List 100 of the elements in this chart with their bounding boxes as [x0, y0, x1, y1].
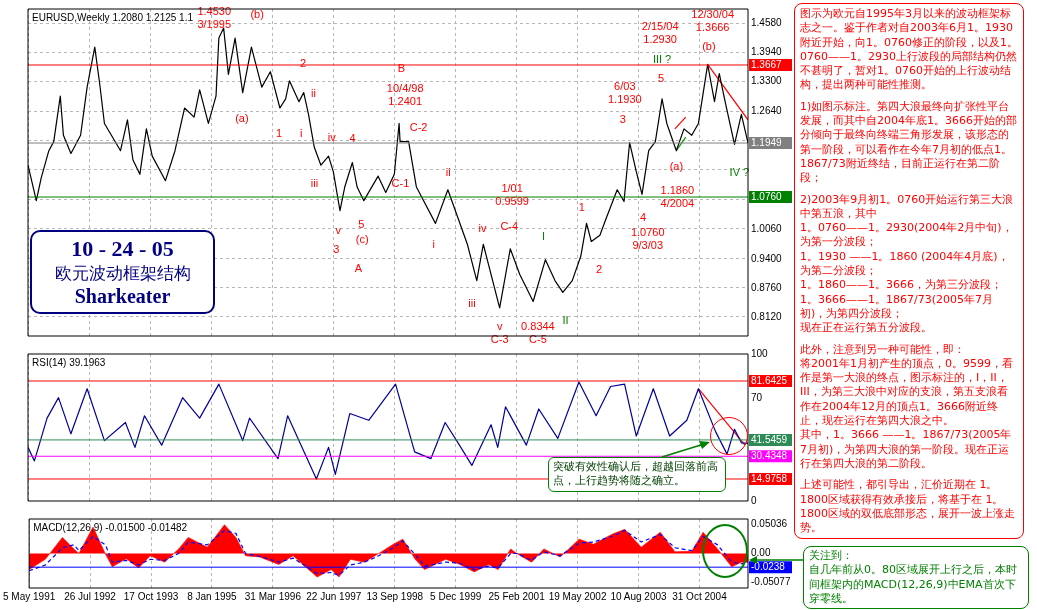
- x-tick-label: 26 Jul 1992: [64, 590, 117, 602]
- ref-line-label: 1.1949: [751, 136, 783, 148]
- annotation: iii: [310, 176, 319, 189]
- ref-line-label: 14.9758: [751, 472, 788, 484]
- x-tick-label: 5 May 1991: [3, 590, 56, 602]
- x-tick-label: 13 Sep 1998: [366, 590, 424, 602]
- chart-title: EURUSD,Weekly 1.2080 1.2125 1.1: [32, 11, 194, 23]
- text: 1。1930 ——1。1860 (2004年4月底)，为第二分波段；: [800, 249, 1010, 279]
- annotation: 1.0760 9/3/03: [630, 226, 665, 252]
- text: 将2001年1月初产生的顶点，0。9599，看作是第一大浪的终点，图示标注的，I，II，III，为第三大浪中对应的支浪，第五支浪看作在2004年12月的顶点1。3666附近终止，现在运行在第四大浪之中。: [800, 356, 1014, 429]
- annotation: 3: [619, 112, 626, 125]
- annotation: v: [335, 224, 342, 237]
- annotation: 1: [578, 200, 585, 213]
- annotation: (a): [669, 159, 684, 172]
- y-tick-label: 1.3300: [751, 75, 783, 87]
- annotation: iv: [327, 131, 337, 144]
- annotation: 5: [358, 217, 365, 230]
- x-tick-label: 17 Oct 1993: [123, 590, 179, 602]
- annotation: (b): [702, 39, 716, 52]
- annotation: ii: [445, 166, 451, 179]
- text: 上述可能性，都引导出，汇价近期在 1。1800区域获得有效承接后，将基于在 1。1800区域的双低底部形态，展开一波上涨走势。: [800, 478, 1016, 536]
- annotation: 2/15/04 1.2930: [641, 19, 679, 45]
- annotation: 1: [276, 126, 283, 139]
- text: 此外，注意到另一种可能性，即：: [800, 342, 966, 357]
- annotation: A: [354, 262, 363, 275]
- annotation: ii: [311, 86, 316, 99]
- annotation: (b): [250, 8, 264, 21]
- annotation: Sharkeater: [73, 285, 172, 308]
- annotation: IV ?: [729, 165, 750, 178]
- chart-title: RSI(14) 39.1963: [32, 356, 106, 368]
- text: 自几年前从0。80区域展开上行之后，本时间框架内的MACD(12,26,9)中EMA首次下穿零线。: [809, 563, 1018, 607]
- annotation: 12/30/04 1.3666: [691, 8, 735, 34]
- y-tick-label: 1.2640: [751, 105, 783, 117]
- x-tick-label: 5 Dec 1999: [430, 590, 482, 602]
- x-tick-label: 19 May 2002: [548, 590, 607, 602]
- text: 1。3666——1。1867/73(2005年7月初)，为第四分波段；: [800, 292, 994, 322]
- text: 图示为欧元自1995年3月以来的波动框架标志之一。鉴于作者对自2003年6月1。1930附近开始，向1。0760修正的阶段，以及1。0760——1。2930上行波段的局部结构仍然不甚明了，暂对1。0760开始的上行波动结构，提出两种可能性推测。: [800, 7, 1018, 93]
- y-tick-label: 0.00: [751, 547, 771, 559]
- text: 现在正在运行第五分波段。: [800, 321, 933, 336]
- y-tick-label: -0.05077: [751, 576, 791, 588]
- annotation: II: [562, 314, 569, 327]
- annotation: I: [542, 229, 546, 242]
- annotation: 0.8344: [521, 319, 555, 332]
- annotation: 2: [595, 263, 603, 276]
- x-tick-label: 31 Mar 1996: [244, 590, 302, 602]
- annotation: 10 - 24 - 05: [70, 236, 175, 262]
- text: 1)如图示标注。第四大浪最终向扩张性平台发展，而其中自2004年底1。3666开始的部分倾向于最终向终端三角形发展，该形态的第一阶段，可以看作在今年7月初的低点1。1867/73附近终结，目前正运行在第二阶段；: [800, 99, 1018, 186]
- annotation: 2: [299, 56, 307, 69]
- annotation: C-2: [409, 121, 428, 134]
- annotation: C-1: [391, 176, 410, 189]
- x-tick-label: 22 Jun 1997: [306, 590, 362, 602]
- y-tick-label: 0.9400: [751, 252, 783, 264]
- x-tick-label: 31 Oct 2004: [672, 590, 728, 602]
- y-tick-label: 0.8120: [751, 310, 783, 322]
- annotation: (c): [355, 232, 369, 245]
- annotation: 5: [658, 71, 665, 84]
- annotation: C-3: [490, 333, 509, 346]
- annotation: 10/4/98 1.2401: [386, 82, 424, 108]
- ref-line-label: 41.5459: [751, 433, 788, 445]
- annotation: 4: [349, 132, 356, 145]
- annotation: i: [299, 126, 303, 139]
- annotation: C-5: [529, 333, 547, 346]
- annotation: 4: [639, 211, 647, 223]
- annotation: 1/01 0.9599: [495, 181, 529, 207]
- x-tick-label: 25 Feb 2001: [488, 590, 546, 602]
- y-tick-label: 70: [751, 391, 763, 403]
- y-tick-label: 1.3940: [751, 46, 783, 58]
- annotation: 1.4530 3/1995: [197, 4, 232, 30]
- ref-line-label: 81.6425: [751, 374, 788, 386]
- annotation: 突破有效性确认后，超越回落前高点，上行趋势将随之确立。: [553, 460, 719, 489]
- y-tick-label: 0: [751, 494, 757, 506]
- annotation: 3: [333, 243, 340, 256]
- annotation: v: [496, 319, 503, 332]
- text: 2)2003年9月初1。0760开始运行第三大浪中第五浪，其中: [800, 192, 1015, 222]
- annotation: III ?: [652, 52, 672, 65]
- ref-line-label: -0.0238: [751, 560, 786, 572]
- x-tick-label: 8 Jan 1995: [187, 590, 238, 602]
- annotation: 1.1860 4/2004: [660, 183, 695, 209]
- x-tick-label: 10 Aug 2003: [610, 590, 668, 602]
- y-tick-label: 1.4580: [751, 17, 783, 29]
- y-tick-label: 0.05036: [751, 518, 788, 530]
- annotation: (a): [235, 111, 249, 124]
- ref-line-label: 1.0760: [751, 190, 783, 202]
- annotation: 欧元波动框架结构: [53, 262, 192, 285]
- y-tick-label: 1.0060: [751, 222, 783, 234]
- annotation: B: [397, 62, 406, 75]
- chart-title: MACD(12,26,9) -0.01500 -0.01482: [33, 521, 188, 533]
- ref-line-label: 30.4348: [751, 450, 788, 462]
- text: 1。1860——1。3666，为第三分波段；: [800, 278, 1003, 293]
- text: 其中，1。3666 ——1。1867/73(2005年7月初)，为第四大浪的第一阶段。现在正运行在第四大浪的第二阶段。: [800, 428, 1013, 472]
- y-tick-label: 100: [751, 347, 769, 359]
- annotation: i: [432, 237, 436, 250]
- ref-line-label: 1.3667: [751, 58, 783, 70]
- annotation: iv: [478, 222, 487, 235]
- text: 关注到：: [809, 549, 854, 564]
- annotation: iii: [468, 297, 476, 310]
- annotation: C-4: [500, 220, 519, 233]
- text: 1。0760——1。2930(2004年2月中旬)，为第一分波段；: [800, 221, 1014, 250]
- annotation: 6/03 1.1930: [607, 80, 642, 106]
- y-tick-label: 0.8760: [751, 281, 783, 293]
